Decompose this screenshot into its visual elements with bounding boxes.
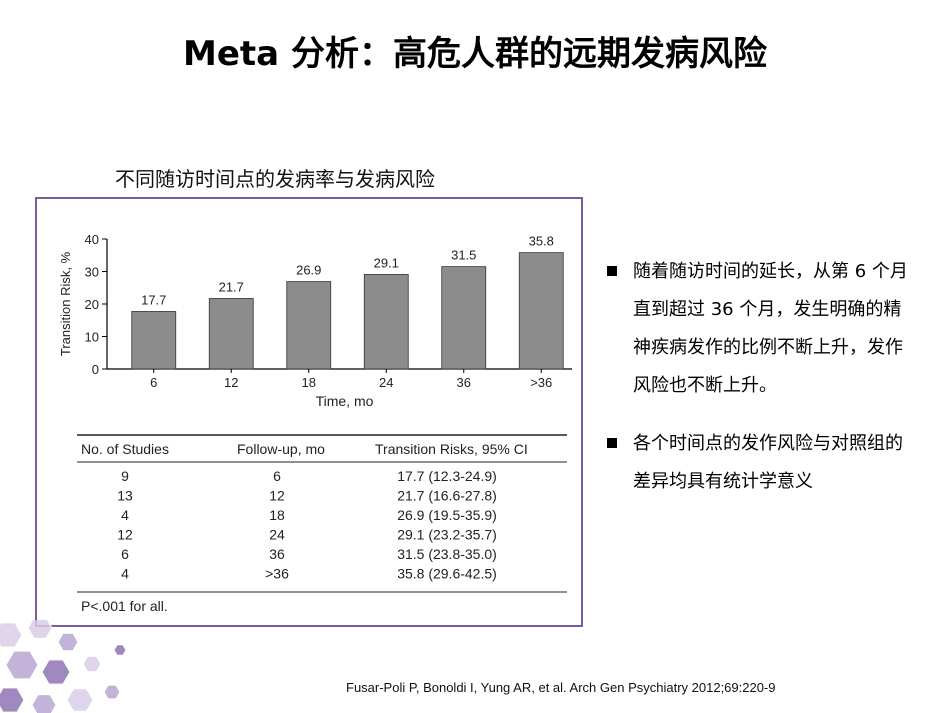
table-cell: 12 — [269, 488, 285, 504]
bullet-list: 随着随访时间的延长，从第 6 个月直到超过 36 个月，发生明确的精神疾病发作的… — [607, 253, 917, 521]
table-cell: >36 — [265, 566, 289, 582]
table-header: Transition Risks, 95% CI — [375, 441, 528, 457]
table-header: Follow-up, mo — [237, 441, 325, 457]
table-cell: 17.7 (12.3-24.9) — [397, 468, 497, 484]
hexagon-shape — [66, 688, 94, 712]
x-axis-label: Time, mo — [316, 393, 374, 409]
x-tick-label: 12 — [224, 375, 238, 390]
table-footnote: P<.001 for all. — [81, 598, 168, 614]
square-bullet-icon — [607, 266, 617, 276]
bar-chart: 0 10 20 30 40 Transition Risk, % 17.7 6 21.7 12 26… — [58, 232, 572, 409]
square-bullet-icon — [607, 438, 617, 448]
hexagon-shape — [5, 650, 39, 680]
table-cell: 4 — [121, 566, 129, 582]
bar-data-label: 29.1 — [374, 255, 399, 270]
x-tick-label: 18 — [302, 375, 316, 390]
hexagon-shape — [0, 687, 25, 713]
y-axis-label: Transition Risk, % — [58, 251, 73, 356]
table-cell: 21.7 (16.6-27.8) — [397, 488, 497, 504]
table-cell: 24 — [269, 527, 285, 543]
y-tick-label: 20 — [85, 297, 99, 312]
x-tick-label: >36 — [530, 375, 552, 390]
bullet-item: 随着随访时间的延长，从第 6 个月直到超过 36 个月，发生明确的精神疾病发作的… — [607, 253, 917, 405]
bar — [208, 298, 254, 370]
table-row: 13 12 21.7 (16.6-27.8) — [117, 488, 497, 504]
table-cell: 6 — [121, 546, 129, 562]
bar-data-label: 17.7 — [141, 292, 166, 307]
bar — [131, 311, 177, 370]
hexagon-shape — [27, 620, 53, 639]
table-cell: 13 — [117, 488, 133, 504]
table-row: 12 24 29.1 (23.2-35.7) — [117, 527, 497, 543]
hexagon-shape — [103, 684, 121, 700]
y-tick-label: 0 — [92, 362, 99, 377]
table-cell: 18 — [269, 507, 285, 523]
x-tick-label: 24 — [379, 375, 393, 390]
table-row: 4 18 26.9 (19.5-35.9) — [121, 507, 497, 523]
bar — [518, 252, 564, 370]
table-cell: 9 — [121, 468, 129, 484]
table-cell: 4 — [121, 507, 129, 523]
table-cell: 12 — [117, 527, 133, 543]
x-tick-label: 6 — [150, 375, 157, 390]
bar-chart-figure: 0 10 20 30 40 Transition Risk, % 17.7 6 21.7 12 26… — [58, 232, 572, 614]
table-cell: 31.5 (23.8-35.0) — [397, 546, 497, 562]
bar-data-label: 26.9 — [296, 263, 321, 278]
hexagon-shape — [31, 694, 57, 713]
table-row: 6 36 31.5 (23.8-35.0) — [121, 546, 497, 562]
table-row: 9 6 17.7 (12.3-24.9) — [121, 468, 497, 484]
results-table: No. of Studies Follow-up, mo Transition Ri… — [77, 434, 567, 614]
table-cell: 6 — [273, 468, 281, 484]
table-row: 4 >36 35.8 (29.6-42.5) — [121, 566, 497, 582]
figure-subtitle: 不同随访时间点的发病率与发病风险 — [115, 167, 435, 191]
citation: Fusar-Poli P, Bonoldi I, Yung AR, et al.… — [346, 680, 776, 695]
y-tick-label: 40 — [85, 232, 99, 247]
hexagon-shape — [41, 659, 71, 685]
table-cell: 26.9 (19.5-35.9) — [397, 507, 497, 523]
bar — [286, 281, 332, 370]
bullet-text: 各个时间点的发作风险与对照组的差异均具有统计学意义 — [633, 433, 903, 492]
bullet-text: 随着随访时间的延长，从第 6 个月直到超过 36 个月，发生明确的精神疾病发作的… — [633, 261, 908, 396]
table-cell: 35.8 (29.6-42.5) — [397, 566, 497, 582]
bar — [363, 274, 409, 370]
x-tick-label: 36 — [457, 375, 471, 390]
figure-frame: 0 10 20 30 40 Transition Risk, % 17.7 6 21.7 12 26… — [35, 197, 583, 627]
table-cell: 29.1 (23.2-35.7) — [397, 527, 497, 543]
slide-title: Meta 分析：高危人群的远期发病风险 — [183, 34, 767, 74]
y-tick-label: 30 — [85, 265, 99, 280]
table-header: No. of Studies — [81, 441, 169, 457]
hexagon-shape — [57, 632, 79, 652]
hexagon-shape — [82, 655, 102, 673]
y-tick-label: 10 — [85, 330, 99, 345]
hexagon-decoration-icon — [0, 620, 127, 713]
bar-data-label: 35.8 — [529, 234, 554, 249]
hexagon-shape — [113, 644, 127, 656]
bar-data-label: 31.5 — [451, 248, 476, 263]
bar-data-label: 21.7 — [219, 279, 244, 294]
bullet-item: 各个时间点的发作风险与对照组的差异均具有统计学意义 — [607, 425, 917, 501]
table-cell: 36 — [269, 546, 285, 562]
bar — [441, 266, 487, 370]
hexagon-shape — [0, 622, 23, 648]
